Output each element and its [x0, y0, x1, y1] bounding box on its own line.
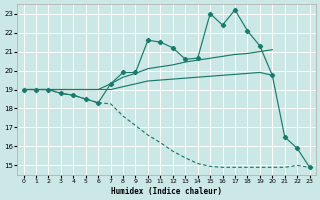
X-axis label: Humidex (Indice chaleur): Humidex (Indice chaleur) [111, 187, 222, 196]
